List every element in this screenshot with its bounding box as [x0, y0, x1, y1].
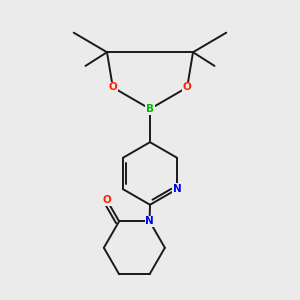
Text: O: O [103, 195, 111, 206]
Text: O: O [109, 82, 117, 92]
Text: B: B [146, 104, 154, 114]
Text: O: O [183, 82, 191, 92]
Text: N: N [145, 216, 154, 226]
Text: N: N [173, 184, 182, 194]
